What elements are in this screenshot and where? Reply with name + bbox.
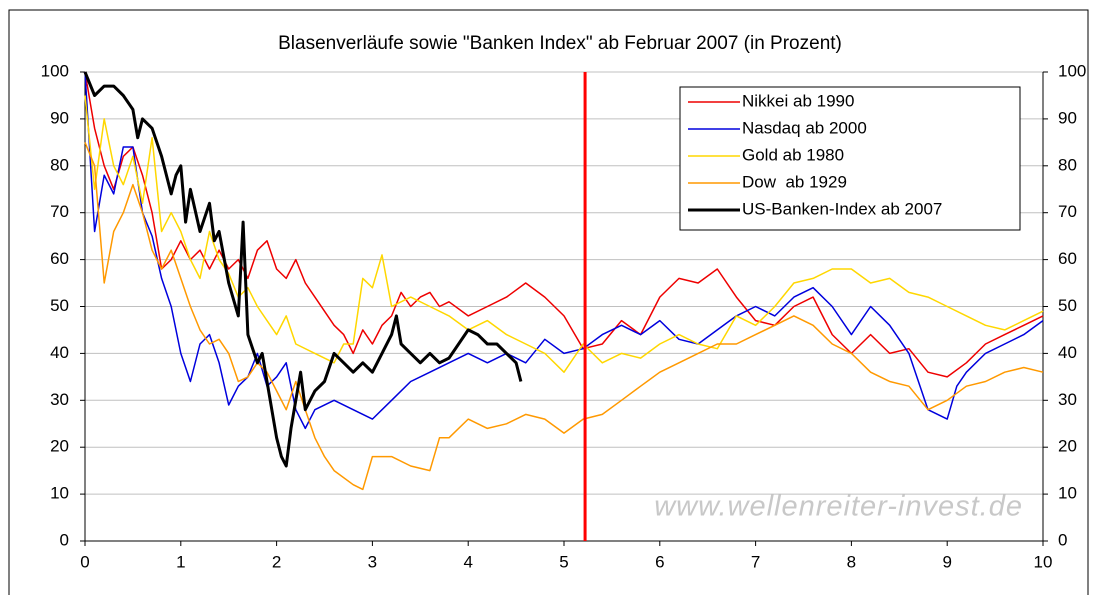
x-tick-label: 3	[368, 552, 377, 571]
legend-label: Gold ab 1980	[742, 145, 844, 164]
legend-label: Nasdaq ab 2000	[742, 118, 867, 137]
y2-tick-label: 90	[1058, 108, 1077, 127]
y-tick-label: 50	[50, 296, 69, 315]
y-tick-label: 40	[50, 343, 69, 362]
x-tick-label: 9	[942, 552, 951, 571]
x-tick-label: 8	[847, 552, 856, 571]
y2-tick-label: 80	[1058, 155, 1077, 174]
chart-title: Blasenverläufe sowie "Banken Index" ab F…	[278, 33, 842, 54]
y2-tick-label: 100	[1058, 61, 1086, 80]
legend-label: Nikkei ab 1990	[742, 91, 854, 110]
y-tick-label: 100	[41, 61, 69, 80]
y2-tick-label: 10	[1058, 484, 1077, 503]
y-tick-label: 60	[50, 249, 69, 268]
y2-tick-label: 20	[1058, 437, 1077, 456]
watermark: www.wellenreiter-invest.de	[654, 491, 1023, 523]
y-tick-label: 80	[50, 155, 69, 174]
series-line	[83, 71, 523, 468]
x-tick-label: 4	[463, 552, 472, 571]
y2-tick-label: 50	[1058, 296, 1077, 315]
x-tick-label: 2	[272, 552, 281, 571]
y-tick-label: 10	[50, 484, 69, 503]
y2-tick-label: 70	[1058, 202, 1077, 221]
legend-label: Dow ab 1929	[742, 172, 847, 191]
y2-tick-label: 30	[1058, 390, 1077, 409]
x-tick-label: 7	[751, 552, 760, 571]
series-line	[84, 71, 1044, 378]
y2-tick-label: 60	[1058, 249, 1077, 268]
legend-box	[679, 86, 1021, 231]
x-tick-label: 0	[80, 552, 89, 571]
y-tick-label: 0	[60, 530, 69, 549]
series-line	[84, 95, 1044, 373]
y2-tick-label: 40	[1058, 343, 1077, 362]
y-tick-label: 30	[50, 390, 69, 409]
y-tick-label: 70	[50, 202, 69, 221]
x-tick-label: 10	[1034, 552, 1053, 571]
legend: Nikkei ab 1990 Nasdaq ab 2000 Gold ab 1980…	[679, 86, 1021, 231]
x-tick-label: 5	[559, 552, 568, 571]
series-line	[84, 71, 1044, 430]
legend-label: US-Banken-Index ab 2007	[742, 199, 942, 218]
x-tick-label: 1	[176, 552, 185, 571]
series-line	[84, 142, 1044, 491]
y-tick-label: 90	[50, 108, 69, 127]
y2-tick-label: 0	[1058, 530, 1067, 549]
x-tick-label: 6	[655, 552, 664, 571]
y-tick-label: 20	[50, 437, 69, 456]
